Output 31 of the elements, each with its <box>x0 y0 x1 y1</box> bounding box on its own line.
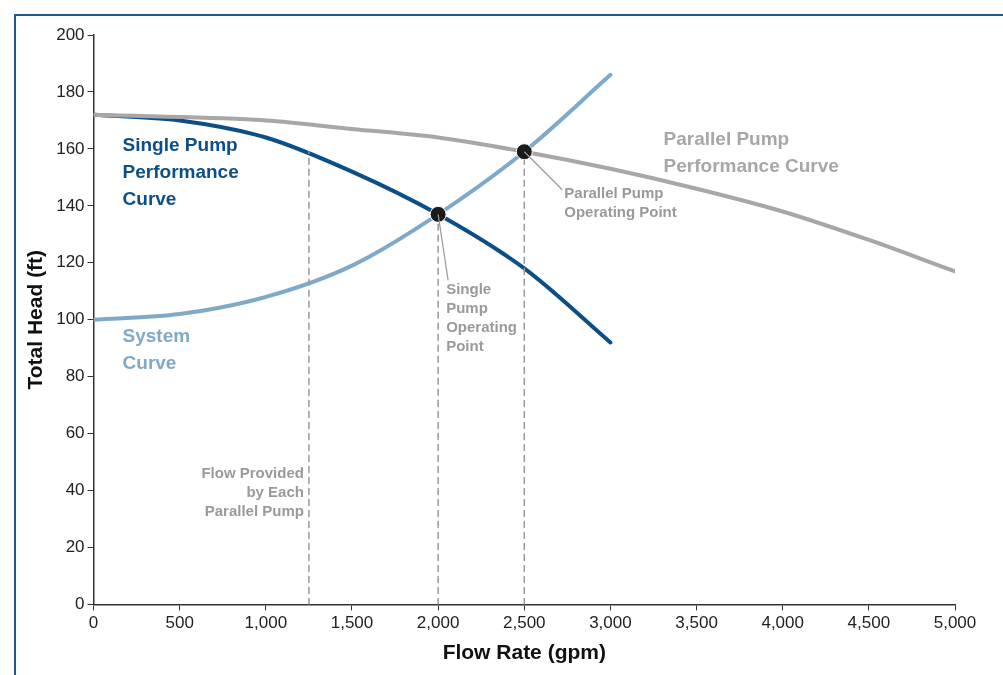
y-tick-label: 200 <box>56 24 85 44</box>
annotation: Single Pump Operating Point <box>446 280 517 354</box>
annotation: Flow Provided by Each Parallel Pump <box>201 463 304 519</box>
series-label: Single Pump Performance Curve <box>122 134 239 210</box>
x-tick-label: 5,000 <box>933 613 977 633</box>
x-tick-label: 3,500 <box>675 613 718 633</box>
y-tick-label: 20 <box>65 537 85 557</box>
x-tick-label: 3,000 <box>589 613 632 633</box>
y-tick-label: 80 <box>65 366 85 386</box>
y-axis-title: Total Head (ft) <box>23 249 47 390</box>
y-tick-label: 60 <box>65 423 85 443</box>
series-label: Parallel Pump Performance Curve <box>663 128 839 177</box>
x-tick-label: 4,000 <box>761 613 804 633</box>
x-tick-label: 2,000 <box>416 613 460 633</box>
y-tick-label: 180 <box>56 81 85 101</box>
y-tick-label: 100 <box>56 309 85 329</box>
y-tick-label: 140 <box>56 195 85 215</box>
x-axis-title: Flow Rate (gpm) <box>442 640 606 664</box>
line-series <box>93 112 955 274</box>
y-tick-label: 0 <box>75 594 85 614</box>
x-tick-label: 500 <box>165 613 194 633</box>
x-tick-label: 4,500 <box>847 613 891 633</box>
annotation: Parallel Pump Operating Point <box>564 184 677 221</box>
y-tick-label: 40 <box>65 480 85 500</box>
x-tick-label: 1,500 <box>330 613 374 633</box>
y-tick-label: 120 <box>56 252 85 272</box>
y-tick-label: 160 <box>56 138 85 158</box>
x-tick-label: 2,500 <box>503 613 546 633</box>
x-tick-label: 0 <box>88 613 99 633</box>
x-tick-label: 1,000 <box>244 613 288 633</box>
series-label: System Curve <box>122 325 191 374</box>
